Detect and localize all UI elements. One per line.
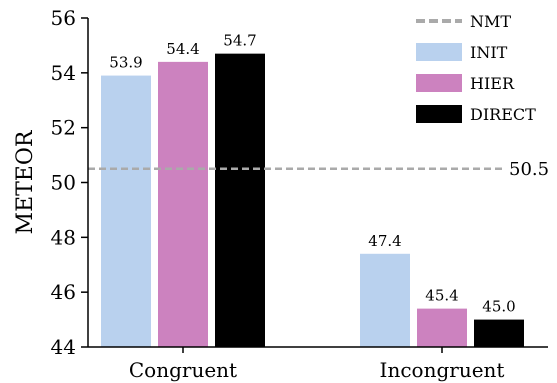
- bar-init-incongruent: [360, 253, 410, 347]
- y-axis-label: METEOR: [13, 129, 38, 234]
- y-tick-label: 52: [51, 116, 76, 140]
- legend-swatch-direct: [416, 105, 462, 123]
- y-ticks-group: 44 46 48 50 52 54 56: [51, 6, 88, 359]
- legend-label-hier: HIER: [470, 74, 515, 93]
- data-labels-group: 53.9 54.4 54.7 47.4 45.4 45.0: [109, 32, 515, 316]
- y-tick-label: 44: [51, 335, 76, 359]
- x-tick-label-incongruent: Incongruent: [380, 358, 505, 382]
- bar-init-congruent: [101, 75, 151, 347]
- data-label-direct-incongruent: 45.0: [482, 298, 515, 316]
- legend-swatch-hier: [416, 74, 462, 92]
- y-tick-label: 48: [51, 225, 76, 249]
- y-tick-label: 56: [51, 6, 76, 30]
- nmt-reference-label: 50.5: [509, 159, 549, 180]
- legend-label-init: INIT: [470, 43, 508, 62]
- bars-group: [101, 53, 524, 348]
- data-label-hier-congruent: 54.4: [166, 40, 199, 58]
- data-label-init-incongruent: 47.4: [368, 232, 401, 250]
- data-label-hier-incongruent: 45.4: [425, 287, 458, 305]
- bar-hier-congruent: [158, 61, 208, 347]
- data-label-direct-congruent: 54.7: [223, 32, 256, 50]
- legend: NMT INIT HIER DIRECT: [416, 12, 536, 124]
- bar-direct-congruent: [215, 53, 265, 348]
- x-tick-label-congruent: Congruent: [129, 358, 237, 382]
- x-labels-group: Congruent Incongruent: [129, 347, 505, 382]
- legend-label-direct: DIRECT: [470, 105, 536, 124]
- data-label-init-congruent: 53.9: [109, 54, 142, 72]
- y-tick-label: 54: [51, 61, 76, 85]
- y-tick-label: 46: [51, 280, 76, 304]
- legend-swatch-init: [416, 43, 462, 61]
- y-tick-label: 50: [51, 171, 76, 195]
- bar-hier-incongruent: [417, 308, 467, 347]
- legend-label-nmt: NMT: [470, 12, 511, 31]
- bar-direct-incongruent: [474, 319, 524, 347]
